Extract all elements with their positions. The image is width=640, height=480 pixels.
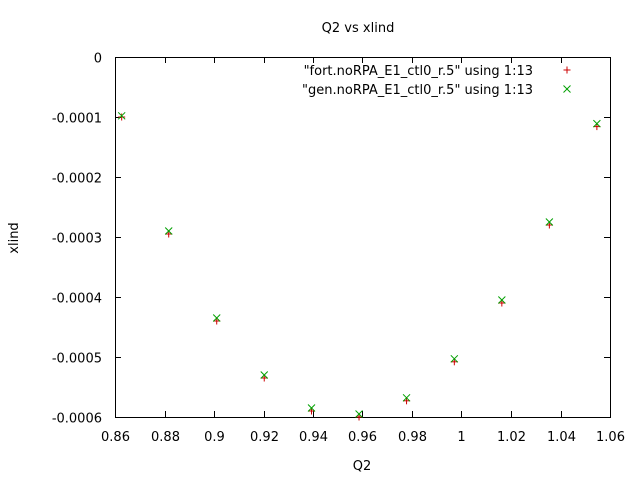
x-marker bbox=[402, 393, 411, 402]
x-marker bbox=[212, 314, 221, 322]
x-tick-label: 1.06 bbox=[596, 430, 625, 445]
x-tick-label: 1.04 bbox=[547, 430, 576, 445]
x-marker bbox=[307, 404, 316, 412]
x-tick-label: 1.02 bbox=[497, 430, 526, 445]
y-tick-label: -0.0004 bbox=[52, 292, 102, 307]
y-tick-label: -0.0006 bbox=[52, 412, 102, 427]
data-points bbox=[117, 111, 601, 421]
x-marker bbox=[164, 227, 173, 235]
y-axis: 0 -0.0001 -0.0002 -0.0003 -0.0004 -0.0005 -0.0… bbox=[52, 52, 610, 427]
y-tick-label: -0.0001 bbox=[52, 112, 102, 127]
plus-marker bbox=[563, 66, 571, 74]
x-marker bbox=[117, 111, 126, 120]
x-tick-label: 0.98 bbox=[398, 430, 427, 445]
y-tick-label: -0.0002 bbox=[52, 172, 102, 187]
x-axis-label: Q2 bbox=[353, 459, 372, 474]
x-marker bbox=[497, 296, 506, 304]
x-marker bbox=[563, 85, 571, 93]
y-tick-label: 0 bbox=[94, 52, 102, 67]
chart-title: Q2 vs xlind bbox=[322, 21, 395, 36]
y-tick-label: -0.0005 bbox=[52, 352, 102, 367]
x-tick-label: 0.86 bbox=[101, 430, 130, 445]
y-tick-label: -0.0003 bbox=[52, 232, 102, 247]
x-tick-label: 1 bbox=[457, 430, 465, 445]
x-marker bbox=[355, 410, 363, 418]
plot-frame bbox=[115, 57, 611, 418]
x-marker bbox=[450, 354, 459, 363]
x-tick-label: 0.92 bbox=[250, 430, 279, 445]
x-axis: 0.86 0.88 0.9 0.92 0.94 0.96 0.98 1 1.02 1.04 1.06 bbox=[101, 57, 625, 445]
y-axis-label: xlind bbox=[7, 222, 22, 253]
plus-marker bbox=[118, 113, 126, 121]
legend-label: "fort.noRPA_E1_ctl0_r.5" using 1:13 bbox=[304, 64, 533, 79]
x-marker bbox=[545, 218, 554, 226]
x-tick-label: 0.9 bbox=[204, 430, 225, 445]
x-tick-label: 0.94 bbox=[299, 430, 328, 445]
legend-label: "gen.noRPA_E1_ctl0_r.5" using 1:13 bbox=[302, 83, 533, 98]
x-tick-label: 0.88 bbox=[151, 430, 180, 445]
legend: "fort.noRPA_E1_ctl0_r.5" using 1:13 "gen.… bbox=[302, 64, 571, 98]
x-marker bbox=[260, 371, 269, 379]
x-tick-label: 0.96 bbox=[348, 430, 377, 445]
x-marker bbox=[593, 119, 601, 128]
